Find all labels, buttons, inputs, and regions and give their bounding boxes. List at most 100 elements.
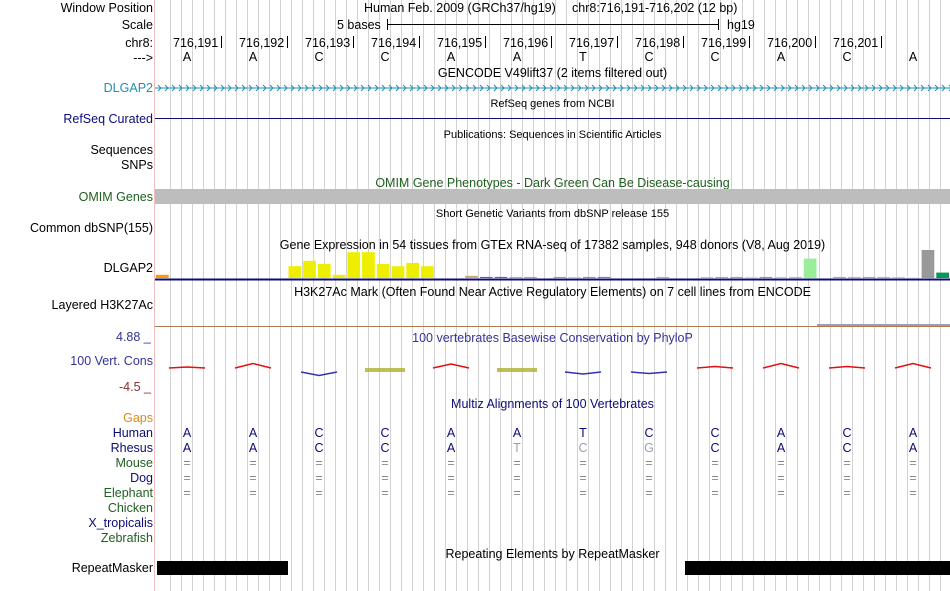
gtex-tissue-bar[interactable]	[906, 276, 920, 278]
gtex-tissue-bar[interactable]	[715, 276, 729, 278]
gtex-tissue-bar[interactable]	[759, 276, 773, 278]
multiz-track-title[interactable]: Multiz Alignments of 100 Vertebrates	[451, 397, 654, 411]
gtex-tissue-bar[interactable]	[288, 266, 302, 278]
gtex-tissue-bar[interactable]	[582, 276, 596, 278]
dbsnp-track-label[interactable]: Common dbSNP(155)	[30, 221, 153, 235]
omim-track-title[interactable]: OMIM Gene Phenotypes - Dark Green Can Be…	[375, 176, 730, 190]
multiz-aligned-base: =	[381, 471, 389, 485]
gtex-tissue-bar[interactable]	[921, 250, 935, 278]
gtex-tissue-bar[interactable]	[376, 264, 390, 278]
gencode-track-title[interactable]: GENCODE V49lift37 (2 items filtered out)	[437, 66, 668, 80]
grid-line	[808, 0, 809, 591]
gtex-tissue-bar[interactable]	[421, 266, 434, 278]
phylop-track-label[interactable]: 100 Vert. Cons	[70, 354, 153, 368]
gtex-tissue-bar[interactable]	[803, 258, 817, 278]
multiz-aligned-base: =	[381, 456, 389, 470]
gtex-tissue-bar[interactable]	[391, 266, 405, 278]
multiz-species-label[interactable]: Chicken	[107, 501, 153, 515]
gtex-tissue-bar[interactable]	[892, 276, 905, 278]
refseq-track-title[interactable]: RefSeq genes from NCBI	[490, 98, 615, 110]
gtex-tissue-bar[interactable]	[774, 276, 787, 278]
phylop-base-score	[497, 368, 537, 372]
h3k27ac-track-label[interactable]: Layered H3K27Ac	[51, 298, 153, 312]
refseq-track-label[interactable]: RefSeq Curated	[63, 112, 153, 126]
gtex-tissue-bar[interactable]	[524, 276, 537, 278]
grid-line	[214, 0, 215, 591]
multiz-aligned-base: A	[512, 426, 522, 440]
gtex-tissue-bar[interactable]	[936, 272, 949, 278]
multiz-aligned-base: A	[248, 441, 258, 455]
gencode-strand-chevron	[934, 84, 939, 92]
sequence-base: C	[842, 50, 852, 64]
gencode-strand-chevron	[738, 84, 743, 92]
gtex-expression-chart[interactable]	[155, 250, 950, 282]
sequence-base: T	[579, 50, 587, 64]
gtex-tissue-bar[interactable]	[656, 276, 670, 278]
gtex-tissue-bar[interactable]	[847, 276, 861, 278]
gtex-tissue-bar[interactable]	[332, 274, 346, 278]
grid-line	[346, 0, 347, 591]
gtex-tissue-bar[interactable]	[406, 262, 419, 278]
gtex-tissue-bar[interactable]	[789, 276, 802, 278]
scale-db-text: hg19	[727, 18, 755, 32]
window-position-label: Window Position	[60, 1, 153, 15]
gtex-tissue-bar[interactable]	[730, 276, 743, 278]
gtex-tissue-bar[interactable]	[877, 276, 891, 278]
grid-line	[423, 0, 424, 591]
phylop-conservation-plot[interactable]	[155, 360, 950, 380]
gtex-tissue-bar[interactable]	[553, 276, 567, 278]
gtex-tissue-bar[interactable]	[597, 276, 611, 278]
gtex-tissue-bar[interactable]	[362, 252, 375, 278]
multiz-species-label[interactable]: Dog	[130, 471, 153, 485]
gtex-tissue-bar[interactable]	[465, 275, 478, 278]
position-text[interactable]: chr8:716,191-716,202 (12 bp)	[572, 1, 738, 15]
repeatmasker-track-label[interactable]: RepeatMasker	[71, 561, 153, 575]
publications-track-label[interactable]: Sequences	[90, 143, 153, 157]
gtex-tissue-bar[interactable]	[347, 252, 361, 278]
dbsnp-track-title[interactable]: Short Genetic Variants from dbSNP releas…	[435, 208, 670, 220]
publications-snps-label[interactable]: SNPs	[121, 158, 153, 172]
gencode-gene-feature[interactable]	[155, 82, 950, 94]
multiz-species-label[interactable]: X_tropicalis	[88, 516, 153, 530]
repeatmasker-element-left[interactable]	[157, 561, 288, 575]
multiz-aligned-base: =	[513, 456, 521, 470]
gencode-strand-chevron	[360, 84, 365, 92]
multiz-species-label[interactable]: Mouse	[115, 456, 153, 470]
phylop-track-title[interactable]: 100 vertebrates Basewise Conservation by…	[412, 331, 693, 345]
multiz-aligned-base: C	[314, 426, 324, 440]
publications-track-title[interactable]: Publications: Sequences in Scientific Ar…	[443, 129, 662, 141]
gtex-tissue-bar[interactable]	[700, 276, 714, 278]
gtex-track-title[interactable]: Gene Expression in 54 tissues from GTEx …	[279, 238, 826, 252]
refseq-gene-feature[interactable]	[155, 118, 950, 119]
gencode-strand-chevron	[241, 84, 246, 92]
multiz-species-label[interactable]: Elephant	[103, 486, 153, 500]
coordinate-tick	[815, 36, 816, 48]
sequence-base: C	[710, 50, 720, 64]
sequence-base: A	[446, 50, 456, 64]
gtex-tissue-bar[interactable]	[303, 260, 316, 278]
h3k27ac-track-title[interactable]: H3K27Ac Mark (Often Found Near Active Re…	[294, 285, 811, 299]
gtex-tissue-bar[interactable]	[479, 276, 493, 278]
gtex-tissue-bar[interactable]	[494, 276, 508, 278]
omim-track-label[interactable]: OMIM Genes	[78, 190, 153, 204]
gtex-tissue-bar[interactable]	[833, 276, 846, 278]
gencode-strand-chevron	[549, 84, 554, 92]
multiz-species-label[interactable]: Zebrafish	[100, 531, 153, 545]
gtex-tissue-bar[interactable]	[862, 276, 876, 278]
repeatmasker-element-right[interactable]	[685, 561, 950, 575]
gtex-tissue-bar[interactable]	[744, 276, 758, 278]
multiz-aligned-base: =	[249, 471, 257, 485]
gtex-tissue-bar[interactable]	[317, 264, 331, 278]
grid-line	[225, 0, 226, 591]
multiz-gaps-label[interactable]: Gaps	[123, 411, 153, 425]
multiz-species-label[interactable]: Rhesus	[110, 441, 153, 455]
gtex-tissue-bar[interactable]	[568, 276, 581, 278]
gtex-tissue-bar[interactable]	[156, 274, 169, 278]
gtex-tissue-bar[interactable]	[509, 276, 522, 278]
omim-gene-feature[interactable]	[155, 189, 950, 204]
gencode-track-label[interactable]: DLGAP2	[103, 81, 153, 95]
assembly-text[interactable]: Human Feb. 2009 (GRCh37/hg19)	[364, 1, 556, 15]
repeatmasker-track-title[interactable]: Repeating Elements by RepeatMasker	[445, 547, 660, 561]
gtex-track-label[interactable]: DLGAP2	[103, 261, 153, 275]
multiz-species-label[interactable]: Human	[112, 426, 153, 440]
